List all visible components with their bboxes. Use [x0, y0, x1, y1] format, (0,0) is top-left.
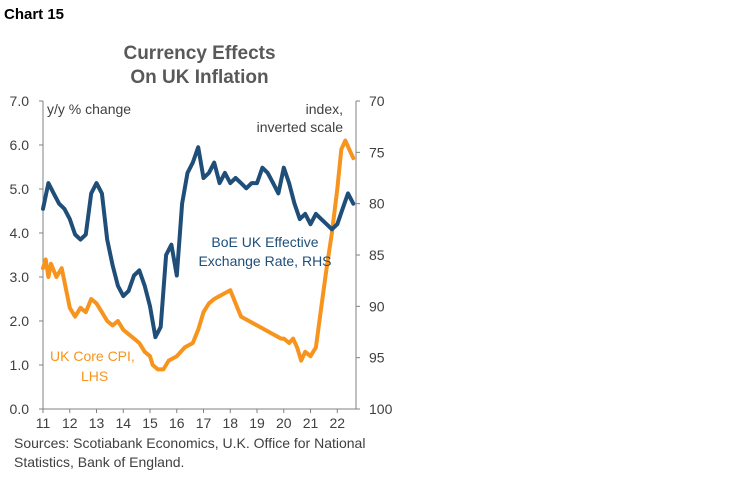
x-tick-label: 18: [222, 415, 238, 431]
x-tick-label: 17: [196, 415, 212, 431]
x-tick-label: 12: [62, 415, 78, 431]
right-tick-label: 80: [369, 196, 385, 212]
right-axis-label-line-1: index,: [306, 101, 343, 117]
left-tick-label: 2.0: [10, 313, 30, 329]
right-tick-label: 100: [369, 401, 393, 417]
left-tick-label: 4.0: [10, 225, 30, 241]
right-axis-label-line-2: inverted scale: [257, 119, 344, 135]
right-tick-label: 70: [369, 93, 385, 109]
right-tick-label: 95: [369, 350, 385, 366]
source-note: Sources: Scotiabank Economics, U.K. Offi…: [14, 435, 366, 470]
right-tick-label: 85: [369, 247, 385, 263]
series-label-core-cpi-line-2: LHS: [81, 368, 108, 384]
series-line-exchange-rate: [41, 145, 356, 340]
right-tick-label: 75: [369, 144, 385, 160]
x-tick-label: 15: [142, 415, 158, 431]
x-tick-label: 11: [36, 415, 51, 431]
series-label-core-cpi-line-1: UK Core CPI,: [50, 348, 135, 364]
x-tick-label: 21: [303, 415, 319, 431]
series-label-exchange-rate-line-2: Exchange Rate, RHS: [198, 253, 331, 269]
left-tick-label: 0.0: [10, 401, 30, 417]
labels-layer: y/y % change index, inverted scale BoE U…: [47, 101, 343, 384]
chart-label: Chart 15: [4, 6, 65, 23]
chart-title-line-1: Currency Effects: [123, 43, 276, 64]
left-tick-label: 3.0: [10, 269, 30, 285]
left-tick-label: 5.0: [10, 181, 30, 197]
chart-title: Currency Effects On UK Inflation: [92, 42, 307, 90]
left-axis-label: y/y % change: [47, 101, 131, 117]
series-layer: [41, 138, 356, 372]
x-tick-label: 20: [276, 415, 292, 431]
x-tick-label: 14: [115, 415, 131, 431]
x-tick-label: 19: [249, 415, 265, 431]
right-tick-label: 90: [369, 298, 385, 314]
x-tick-label: 13: [89, 415, 105, 431]
left-tick-label: 7.0: [10, 93, 30, 109]
x-tick-label: 22: [329, 415, 345, 431]
left-tick-label: 1.0: [10, 357, 30, 373]
series-label-exchange-rate-line-1: BoE UK Effective: [211, 234, 318, 250]
series-line-core-cpi: [41, 138, 356, 372]
axes: 0.0 1.0 2.0 3.0 4.0 5.0 6.0 7.0 70 75 80 85 90 95 100 1…: [10, 93, 393, 431]
x-tick-label: 16: [169, 415, 185, 431]
chart-title-line-2: On UK Inflation: [130, 67, 269, 88]
left-tick-label: 6.0: [10, 137, 30, 153]
